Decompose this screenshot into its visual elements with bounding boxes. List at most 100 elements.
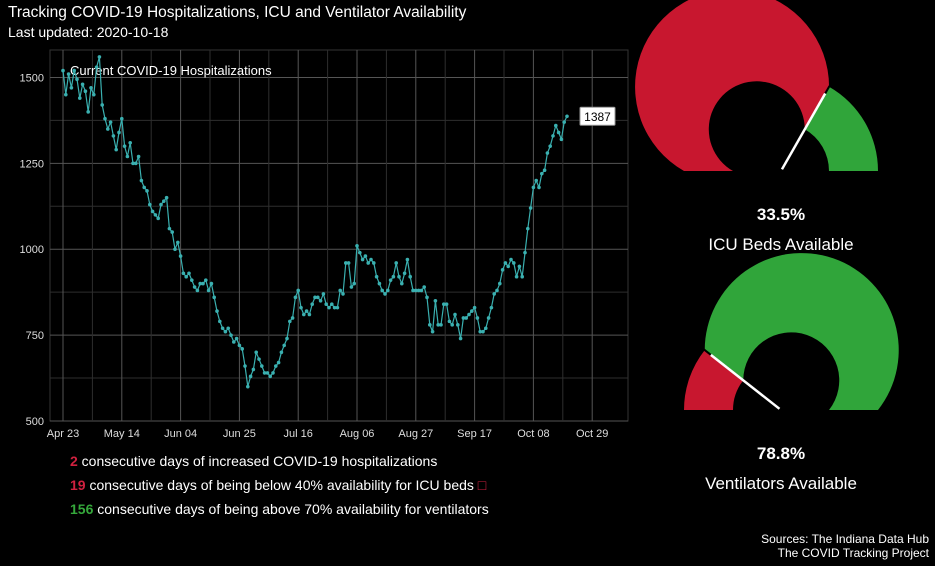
data-point — [565, 114, 569, 119]
end-label: 1387 — [584, 110, 611, 124]
data-point — [66, 72, 71, 76]
data-point — [299, 305, 303, 310]
data-point — [509, 257, 513, 262]
data-point — [506, 264, 511, 269]
data-point — [332, 305, 337, 310]
stat-number: 156 — [70, 501, 94, 517]
stat-text: consecutive days of being above 70% avai… — [93, 501, 489, 517]
end-label-box — [579, 106, 616, 126]
data-point — [363, 254, 368, 258]
data-point — [136, 154, 141, 159]
data-point — [478, 329, 483, 334]
icu-percent: 33.5% — [756, 205, 806, 224]
data-point — [472, 305, 477, 310]
data-point — [534, 178, 538, 183]
gauge-available-arc — [704, 253, 899, 410]
data-point — [484, 326, 488, 331]
stat-text: consecutive days of being below 40% avai… — [85, 477, 474, 493]
data-point — [428, 323, 432, 327]
icu-label: ICU Beds Available — [708, 235, 854, 254]
data-point — [450, 323, 455, 327]
data-point — [486, 316, 491, 320]
data-point — [254, 350, 258, 355]
data-point — [526, 226, 530, 231]
data-point — [408, 274, 413, 279]
data-point — [156, 216, 160, 221]
data-point — [414, 288, 418, 293]
data-point — [430, 329, 435, 334]
data-point — [251, 367, 256, 372]
page-title: Tracking COVID-19 Hospitalizations, ICU … — [8, 4, 467, 21]
data-point — [117, 130, 121, 135]
stat-ventilators-above: 156 consecutive days of being above 70% … — [70, 501, 489, 517]
data-point — [548, 144, 552, 148]
data-point — [380, 288, 385, 293]
data-point — [419, 288, 424, 293]
data-point — [503, 261, 508, 265]
data-point — [562, 120, 566, 124]
data-point — [288, 319, 292, 324]
x-tick-label: Aug 27 — [398, 428, 433, 440]
data-point — [377, 281, 382, 286]
data-point — [282, 343, 287, 348]
data-point — [153, 213, 158, 217]
data-point — [520, 274, 524, 279]
data-point — [232, 340, 236, 344]
data-point — [192, 285, 197, 289]
data-point — [458, 336, 463, 341]
data-point — [271, 371, 275, 375]
data-point — [321, 292, 326, 296]
x-tick-label: May 14 — [104, 428, 140, 440]
box-icon: □ — [477, 477, 487, 493]
data-point — [304, 309, 309, 313]
data-point — [80, 82, 85, 87]
stat-number: 2 — [70, 453, 78, 469]
data-point — [94, 65, 99, 69]
data-point — [265, 371, 270, 375]
data-point — [139, 178, 144, 183]
x-tick-label: Jul 16 — [284, 428, 313, 440]
data-point — [313, 295, 317, 300]
data-point — [162, 199, 166, 203]
data-point — [383, 292, 387, 296]
data-point — [170, 230, 174, 234]
data-point — [240, 347, 244, 351]
chart-title: Current COVID-19 Hospitalizations — [70, 63, 272, 78]
data-point — [198, 281, 202, 286]
x-tick-label: Oct 08 — [517, 428, 549, 440]
data-point — [223, 329, 228, 334]
data-point — [542, 168, 547, 173]
data-point — [386, 288, 390, 293]
data-point — [148, 202, 152, 207]
data-point — [92, 92, 96, 97]
data-point — [436, 323, 441, 327]
data-point — [514, 274, 519, 279]
data-point — [425, 295, 429, 300]
data-point — [187, 271, 191, 276]
data-point — [176, 240, 180, 245]
data-point — [360, 257, 365, 262]
data-point — [330, 302, 334, 307]
data-point — [388, 278, 393, 282]
data-point — [201, 281, 205, 286]
data-point — [234, 336, 239, 341]
gauge-unavailable-arc — [684, 350, 744, 410]
data-point — [106, 127, 110, 131]
stat-icu-below: 19 consecutive days of being below 40% a… — [70, 477, 486, 493]
data-point — [86, 110, 90, 114]
data-point — [540, 171, 544, 176]
data-point — [338, 288, 343, 293]
data-point — [341, 292, 345, 296]
data-point — [215, 309, 219, 313]
data-point — [372, 261, 376, 265]
x-tick-label: Oct 29 — [576, 428, 608, 440]
data-point — [559, 137, 564, 142]
gauge-available-arc — [804, 86, 878, 171]
data-point — [310, 302, 315, 307]
data-point — [467, 312, 471, 317]
data-point — [453, 312, 457, 317]
data-point — [456, 323, 460, 327]
data-point — [374, 274, 379, 279]
data-point — [120, 116, 124, 121]
